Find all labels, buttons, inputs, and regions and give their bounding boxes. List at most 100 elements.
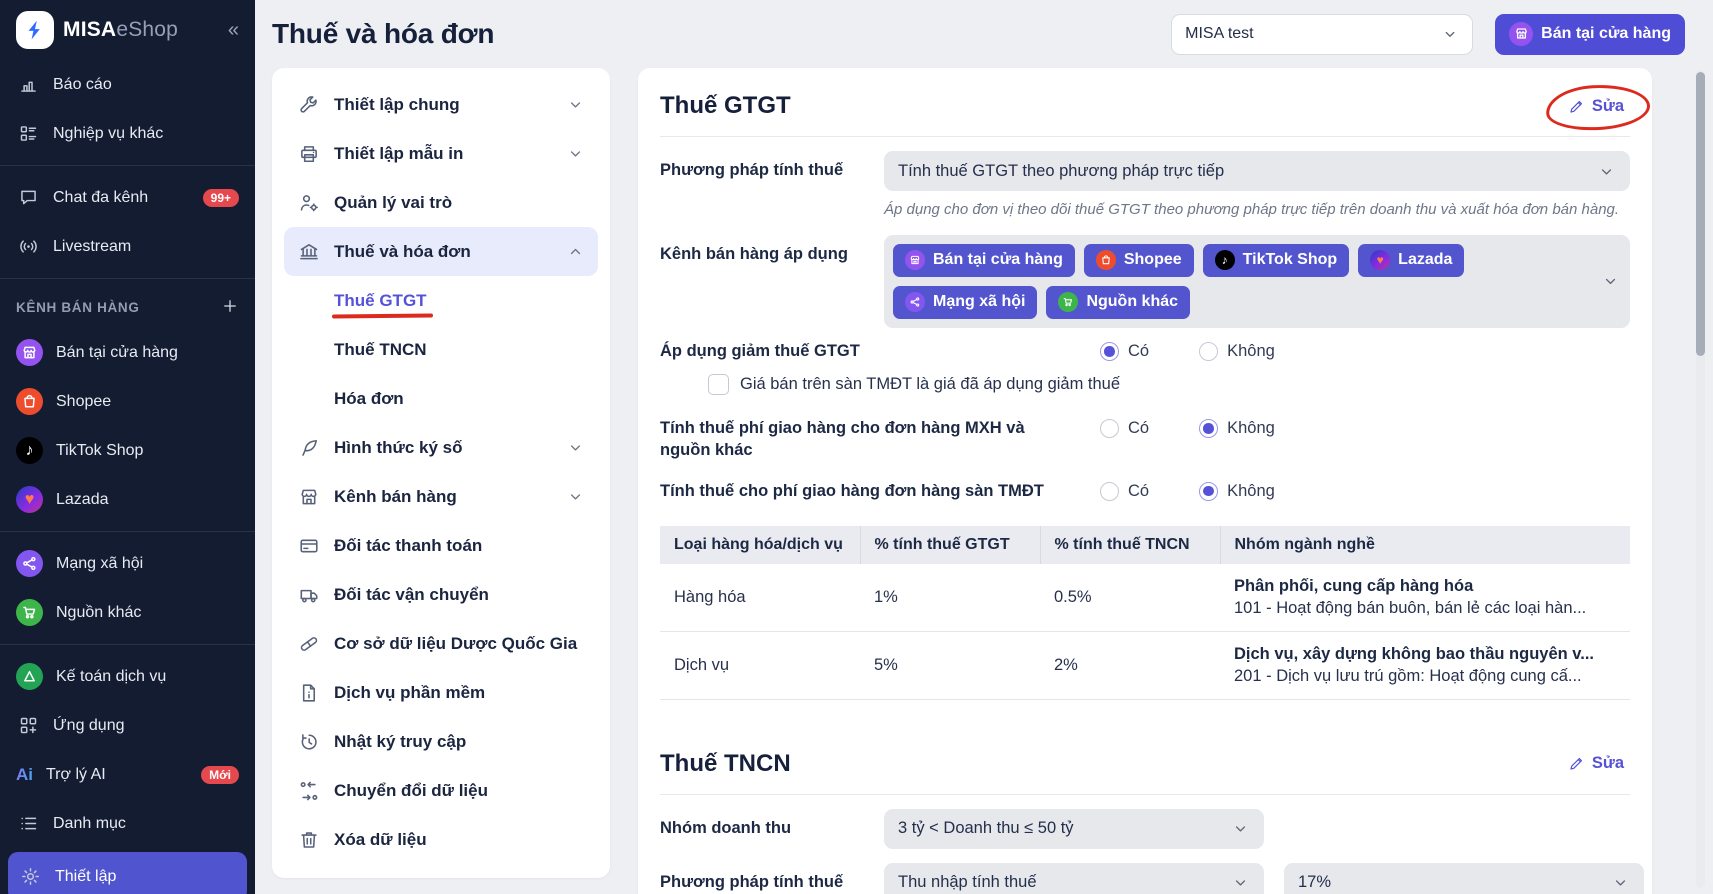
tncn-edit-button[interactable]: Sửa xyxy=(1568,754,1624,773)
settings-nav-thue-tncn[interactable]: Thuế TNCN xyxy=(334,339,427,359)
radio-dot[interactable] xyxy=(1100,481,1119,501)
settings-nav-doi-tac-van-chuyen[interactable]: Đối tác vận chuyển xyxy=(284,570,598,619)
badge: 99+ xyxy=(202,188,239,207)
settings-nav-hinh-thuc-ky-so[interactable]: Hình thức ký số xyxy=(284,423,598,472)
scrollbar-track[interactable] xyxy=(1696,70,1705,888)
radio-tinh-thue-phi-giao-hang-mxh-yes[interactable]: Có xyxy=(1100,419,1149,439)
setting-row-ap-dung-giam-thue-gtgt: Áp dụng giảm thuế GTGT Có Không xyxy=(660,341,1275,361)
channel-tag-ban-tai-cua-hang[interactable]: Bán tại cửa hàng xyxy=(893,243,1075,277)
channel-tag-mang-xa-hoi[interactable]: Mạng xã hội xyxy=(893,285,1038,319)
channel-tag-shopee[interactable]: Shopee xyxy=(1083,243,1194,277)
sidebar-item-shopee[interactable]: Shopee xyxy=(0,377,255,426)
sidebar-item-danh-muc[interactable]: Danh mục xyxy=(0,799,255,848)
chevron-down-icon xyxy=(566,438,585,457)
add-channel-icon[interactable] xyxy=(221,297,239,318)
sidebar-item-bao-cao[interactable]: Báo cáo xyxy=(0,60,255,109)
revenue-group-select[interactable]: 3 tỷ < Doanh thu ≤ 50 tỷ xyxy=(884,808,1264,849)
ai-icon: Ai xyxy=(16,764,33,784)
brand-name: MISAeShop xyxy=(63,18,179,41)
gridplus-icon xyxy=(16,715,40,736)
feather-icon xyxy=(297,437,321,459)
sidebar-item-ban-tai-cua-hang[interactable]: Bán tại cửa hàng xyxy=(0,328,255,377)
radio-dot[interactable] xyxy=(1199,481,1219,501)
sidebar-item-nghiep-vu-khac[interactable]: Nghiệp vụ khác xyxy=(0,109,255,158)
sidebar: MISAeShop « Báo cáo Nghiệp vụ khác Chat đa… xyxy=(0,0,255,894)
chevron-down-icon xyxy=(1231,873,1250,892)
radio-dot[interactable] xyxy=(1199,419,1219,439)
chevron-down-icon xyxy=(1597,162,1616,181)
main-area: Thuế và hóa đơn MISA test Bán tại cửa hà… xyxy=(255,0,1713,894)
discount-checkbox[interactable] xyxy=(708,374,729,396)
table-header: % tính thuế GTGT xyxy=(859,525,1040,564)
radio-dot[interactable] xyxy=(1100,419,1119,439)
radio-ap-dung-giam-thue-gtgt-yes[interactable]: Có xyxy=(1100,341,1149,361)
settings-nav-hoa-don[interactable]: Hóa đơn xyxy=(334,388,404,408)
tax-rate-table: Loại hàng hóa/dịch vụ% tính thuế GTGT% t… xyxy=(660,525,1630,700)
gtgt-edit-button[interactable]: Sửa xyxy=(1568,97,1624,116)
scrollbar-thumb[interactable] xyxy=(1696,72,1705,356)
table-header: Loại hàng hóa/dịch vụ xyxy=(660,525,860,564)
settings-nav-nhat-ky-truy-cap[interactable]: Nhật ký truy cập xyxy=(284,717,598,766)
settings-nav-thiet-lap-mau-in[interactable]: Thiết lập mẫu in xyxy=(284,129,598,178)
sidebar-item-nguon-khac[interactable]: Nguồn khác xyxy=(0,588,255,637)
gear-icon xyxy=(18,866,42,887)
revenue-group-value: 3 tỷ < Doanh thu ≤ 50 tỷ xyxy=(898,819,1074,838)
chevron-down-icon xyxy=(1441,25,1459,43)
radio-tinh-thue-phi-giao-hang-tmdt-yes[interactable]: Có xyxy=(1100,481,1149,501)
discount-checkbox-row: Giá bán trên sàn TMĐT là giá đã áp dụng … xyxy=(660,368,1630,405)
settings-nav-thiet-lap-chung[interactable]: Thiết lập chung xyxy=(284,80,598,129)
sidebar-item-livestream[interactable]: Livestream xyxy=(0,222,255,271)
sidebar-item-tro-ly-ai[interactable]: Ai Trợ lý AI Mới xyxy=(0,750,255,799)
sidebar-item-tiktok-shop[interactable]: ♪ TikTok Shop xyxy=(0,426,255,475)
sidebar-item-ke-toan-dich-vu[interactable]: Kế toán dịch vụ xyxy=(0,652,255,701)
settings-nav-quan-ly-vai-tro[interactable]: Quản lý vai trò xyxy=(284,178,598,227)
channels-multiselect[interactable]: Bán tại cửa hàng Shopee ♪ TikTok Shop ♥ Lazad… xyxy=(884,234,1630,328)
chat-icon xyxy=(16,187,40,208)
store-select[interactable]: MISA test xyxy=(1171,13,1474,55)
misa-logo-icon xyxy=(16,11,54,49)
table-row: Hàng hóa 1% 0.5% Phân phối, cung cấp hàng h… xyxy=(660,563,1630,632)
settings-nav-doi-tac-thanh-toan[interactable]: Đối tác thanh toán xyxy=(284,521,598,570)
tncn-rate-select[interactable]: 17% xyxy=(1284,862,1644,894)
channel-tag-lazada[interactable]: ♥ Lazada xyxy=(1358,243,1465,277)
settings-nav-thue-gtgt[interactable]: Thuế GTGT xyxy=(284,276,598,325)
settings-nav-kenh-ban-hang[interactable]: Kênh bán hàng xyxy=(284,472,598,521)
chevron-down-icon xyxy=(1231,819,1250,838)
annotation-red-underline xyxy=(331,312,433,319)
sidebar-item-thiet-lap[interactable]: Thiết lập xyxy=(8,852,247,894)
channel-tag-nguon-khac[interactable]: Nguồn khác xyxy=(1046,285,1191,319)
chart-icon xyxy=(16,74,40,95)
printer-icon xyxy=(297,143,321,165)
radio-ap-dung-giam-thue-gtgt-no[interactable]: Không xyxy=(1199,341,1275,361)
chevron-up-icon xyxy=(566,242,585,261)
nguon-khac-icon xyxy=(16,599,43,626)
method-help-text: Áp dụng cho đơn vị theo dõi thuế GTGT th… xyxy=(884,201,1620,218)
method-select-value: Tính thuế GTGT theo phương pháp trực tiế… xyxy=(898,161,1225,180)
settings-nav-dich-vu-phan-mem[interactable]: Dịch vụ phần mềm xyxy=(284,668,598,717)
radio-dot[interactable] xyxy=(1100,341,1119,361)
store-channel-icon xyxy=(1509,21,1534,47)
page-title: Thuế và hóa đơn xyxy=(272,18,495,49)
settings-nav-co-so-du-lieu-duoc-quoc-gia[interactable]: Cơ sở dữ liệu Dược Quốc Gia xyxy=(284,619,598,668)
sidebar-item-mang-xa-hoi[interactable]: Mạng xã hội xyxy=(0,539,255,588)
sidebar-item-lazada[interactable]: ♥ Lazada xyxy=(0,475,255,524)
channel-button[interactable]: Bán tại cửa hàng xyxy=(1495,13,1685,55)
shopee-icon xyxy=(16,388,43,415)
radio-dot[interactable] xyxy=(1199,341,1219,361)
sidebar-collapse-icon[interactable]: « xyxy=(227,18,239,41)
channel-tag-tiktok-shop[interactable]: ♪ TikTok Shop xyxy=(1202,243,1350,277)
radio-tinh-thue-phi-giao-hang-mxh-no[interactable]: Không xyxy=(1199,419,1275,439)
table-header: Nhóm ngành nghề xyxy=(1219,525,1630,564)
radio-tinh-thue-phi-giao-hang-tmdt-no[interactable]: Không xyxy=(1199,481,1275,501)
settings-nav-xoa-du-lieu[interactable]: Xóa dữ liệu xyxy=(284,815,598,864)
settings-nav-thue-va-hoa-don[interactable]: Thuế và hóa đơn xyxy=(284,227,598,276)
sidebar-logo-row: MISAeShop « xyxy=(0,0,255,60)
chevron-down-icon xyxy=(566,95,585,114)
tncn-method-select[interactable]: Thu nhập tính thuế xyxy=(884,862,1264,894)
bank-icon xyxy=(297,241,321,263)
settings-nav-chuyen-doi-du-lieu[interactable]: Chuyển đổi dữ liệu xyxy=(284,766,598,815)
sidebar-item-chat-da-kenh[interactable]: Chat đa kênh 99+ xyxy=(0,173,255,222)
sidebar-item-ung-dung[interactable]: Ứng dụng xyxy=(0,701,255,750)
tncn-method-value: Thu nhập tính thuế xyxy=(898,873,1037,892)
method-select[interactable]: Tính thuế GTGT theo phương pháp trực tiế… xyxy=(884,151,1630,191)
